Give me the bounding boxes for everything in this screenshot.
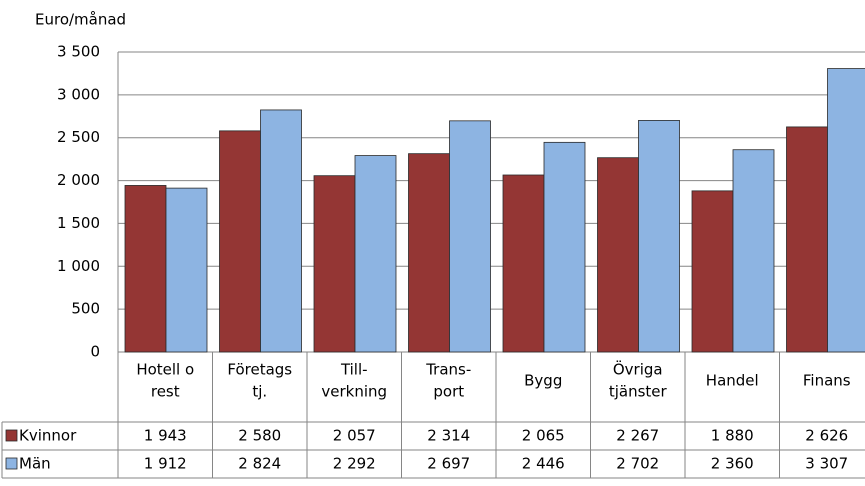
y-tick-label: 1 000	[57, 257, 100, 275]
bar	[354, 155, 397, 353]
bar	[638, 120, 680, 353]
x-tick-label: rest	[151, 383, 180, 401]
table-value: 2 292	[333, 455, 376, 473]
y-axis-label: Euro/månad	[35, 11, 126, 29]
x-tick-label: tjänster	[609, 383, 668, 401]
legend-label: Kvinnor	[19, 427, 77, 445]
y-tick-label: 1 500	[57, 214, 100, 232]
bar	[449, 120, 491, 353]
y-tick-label: 3 000	[57, 85, 100, 103]
x-tick-label: Övriga	[613, 360, 663, 379]
table-value: 2 824	[238, 455, 281, 473]
y-tick-label: 2 500	[57, 128, 100, 146]
bar	[165, 187, 208, 353]
bar	[786, 126, 828, 353]
bar	[124, 185, 167, 353]
x-tick-label: port	[433, 383, 464, 401]
table-value: 2 267	[616, 427, 659, 445]
bar	[827, 68, 865, 353]
x-tick-label: Trans-	[425, 361, 471, 379]
y-tick-label: 2 000	[57, 171, 100, 189]
table-value: 2 702	[616, 455, 659, 473]
table-value: 2 580	[238, 427, 281, 445]
legend-swatch	[5, 457, 18, 470]
table-value: 2 697	[427, 455, 470, 473]
bar	[260, 109, 302, 353]
table-value: 2 446	[522, 455, 565, 473]
table-value: 1 880	[711, 427, 754, 445]
table-value: 2 626	[805, 427, 848, 445]
table-value: 2 057	[333, 427, 376, 445]
bar	[219, 130, 261, 353]
legend-label: Män	[19, 455, 51, 473]
x-tick-label: Till-	[340, 361, 368, 379]
bar	[313, 175, 356, 353]
table-value: 1 912	[144, 455, 187, 473]
x-tick-label: Hotell o	[136, 361, 194, 379]
bar	[597, 157, 639, 353]
table-value: 2 314	[427, 427, 470, 445]
bar	[408, 153, 450, 353]
x-tick-label: Finans	[803, 372, 851, 390]
y-tick-label: 3 500	[57, 43, 100, 61]
bar	[502, 174, 545, 353]
table-value: 1 943	[144, 427, 187, 445]
bar	[543, 141, 586, 353]
bar	[732, 149, 775, 353]
x-tick-label: Bygg	[524, 372, 562, 390]
table-value: 3 307	[805, 455, 848, 473]
legend-swatch	[5, 429, 18, 442]
table-value: 2 360	[711, 455, 754, 473]
table-value: 2 065	[522, 427, 565, 445]
y-tick-label: 500	[71, 300, 100, 318]
x-tick-label: Företags	[227, 361, 292, 379]
y-tick-label: 0	[90, 343, 100, 361]
bar	[691, 190, 734, 353]
x-tick-label: tj.	[252, 383, 267, 401]
x-tick-label: Handel	[706, 372, 759, 390]
x-tick-label: verkning	[321, 383, 387, 401]
